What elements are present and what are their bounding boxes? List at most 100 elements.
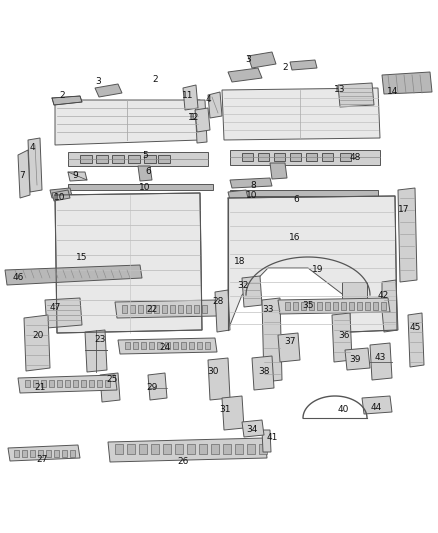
Polygon shape [45,298,82,328]
Text: 20: 20 [32,332,44,341]
Bar [223,444,231,454]
Bar [154,305,159,313]
Text: 16: 16 [289,233,301,243]
Text: 6: 6 [293,196,299,205]
Bar [89,380,94,387]
Text: 35: 35 [302,301,314,310]
Polygon shape [382,280,398,332]
Text: 45: 45 [410,324,420,333]
Polygon shape [408,313,424,367]
Text: 10: 10 [139,183,151,192]
Polygon shape [55,193,202,333]
Bar [128,155,140,163]
Text: 43: 43 [374,353,386,362]
Bar [65,380,70,387]
Text: 26: 26 [177,457,189,466]
Text: 2: 2 [59,91,65,100]
Polygon shape [248,52,276,68]
Text: 4: 4 [205,95,211,104]
Bar [349,302,354,310]
Bar [139,444,147,454]
Bar [235,444,243,454]
Bar [230,190,378,196]
Bar [57,380,62,387]
Text: 3: 3 [245,55,251,64]
Text: 22: 22 [146,305,158,314]
Polygon shape [252,356,274,390]
Polygon shape [370,343,392,380]
Bar [322,153,333,161]
Polygon shape [242,420,264,437]
Polygon shape [332,313,352,362]
Text: 19: 19 [312,265,324,274]
Polygon shape [85,330,107,372]
Bar [259,444,267,454]
Polygon shape [208,358,230,400]
Bar [81,380,86,387]
Bar [342,282,367,304]
Bar [285,302,290,310]
Bar [202,305,207,313]
Polygon shape [222,396,244,430]
Polygon shape [242,276,262,307]
Bar [162,305,167,313]
Bar [157,342,162,349]
Polygon shape [262,298,282,382]
Polygon shape [208,92,222,118]
Polygon shape [138,166,152,181]
Bar [187,444,195,454]
Bar [127,444,135,454]
Polygon shape [24,315,50,371]
Polygon shape [195,108,210,132]
Bar [130,305,135,313]
Bar [242,153,253,161]
Polygon shape [28,138,42,192]
Text: 8: 8 [250,181,256,190]
Text: 2: 2 [152,76,158,85]
Bar [194,305,199,313]
Polygon shape [278,298,390,314]
Bar [293,302,298,310]
Bar [133,342,138,349]
Text: 17: 17 [398,206,410,214]
Bar [68,184,213,190]
Text: 9: 9 [72,171,78,180]
Text: 1: 1 [190,114,196,123]
Polygon shape [108,438,267,462]
Bar [33,380,38,387]
Text: 4: 4 [29,143,35,152]
Bar [306,153,317,161]
Bar [22,450,27,457]
Bar [173,342,178,349]
Text: 5: 5 [142,151,148,160]
Bar [25,380,30,387]
Polygon shape [278,333,300,362]
Text: 25: 25 [106,376,118,384]
Text: 27: 27 [36,456,48,464]
Bar [274,153,285,161]
Polygon shape [230,178,272,188]
Bar [80,155,92,163]
Text: 32: 32 [237,280,249,289]
Bar [325,302,330,310]
Bar [301,302,306,310]
Polygon shape [5,265,142,285]
Bar [357,302,362,310]
Bar [197,342,202,349]
Text: 23: 23 [94,335,106,344]
Text: 7: 7 [19,171,25,180]
Polygon shape [95,84,122,97]
Polygon shape [270,163,287,179]
Text: 41: 41 [266,433,278,442]
Bar [199,444,207,454]
Bar [341,302,346,310]
Bar [149,342,154,349]
Polygon shape [228,196,397,332]
Bar [62,450,67,457]
Polygon shape [183,85,198,110]
Bar [290,153,301,161]
Bar [373,302,378,310]
Polygon shape [52,190,70,201]
Bar [112,155,124,163]
Text: 33: 33 [262,305,274,314]
